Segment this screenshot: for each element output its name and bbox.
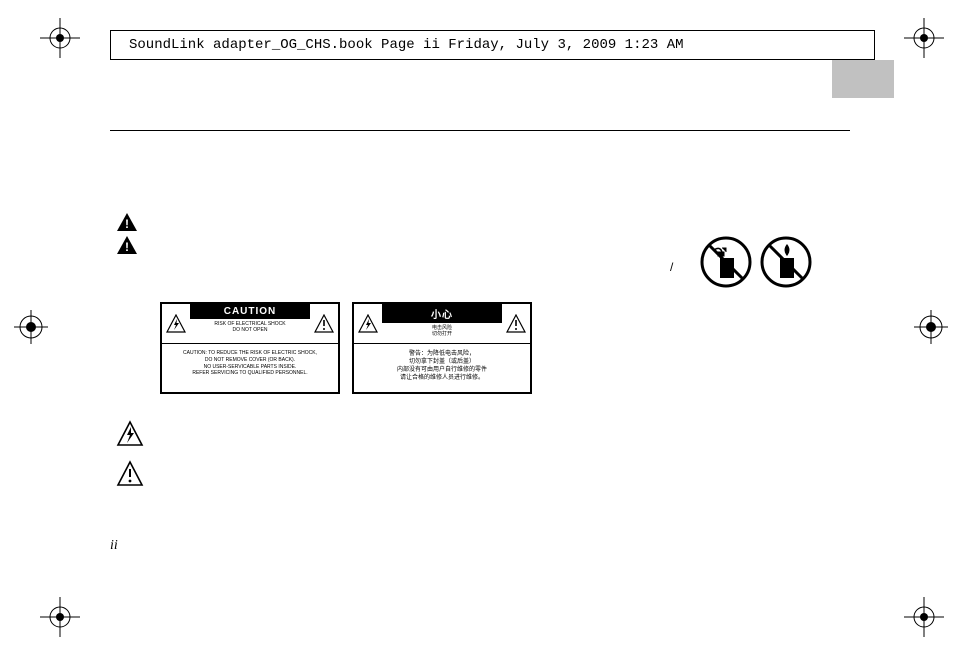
regmark-top-left (40, 18, 80, 58)
exclamation-triangle-icon (310, 304, 338, 343)
caution-zh-top2: 切勿打开 (382, 331, 502, 337)
crossmark-left (14, 310, 48, 344)
exclamation-triangle-icon (502, 304, 530, 343)
header-text: SoundLink adapter_OG_CHS.book Page ii Fr… (129, 37, 684, 53)
crossmark-right (914, 310, 948, 344)
caution-zh-body3: 内部没有可由用户自行维修的零件 (358, 366, 526, 374)
warning-triangle-icon: ! (116, 235, 138, 255)
page-number: ii (110, 538, 118, 554)
exclamation-triangle-icon (116, 460, 144, 488)
lightning-triangle-icon (354, 304, 382, 343)
caution-body3: NO USER-SERVICABLE PARTS INSIDE. (166, 364, 334, 371)
caution-top2: DO NOT OPEN (190, 327, 310, 333)
svg-text:!: ! (125, 240, 129, 254)
no-flame-icon (760, 236, 812, 288)
caution-body1: CAUTION: TO REDUCE THE RISK OF ELECTRIC … (166, 350, 334, 357)
lightning-triangle-icon (162, 304, 190, 343)
regmark-bottom-left (40, 597, 80, 637)
svg-text:!: ! (125, 217, 129, 231)
slash-text: / (670, 260, 673, 274)
caution-body2: DO NOT REMOVE COVER (OR BACK). (166, 357, 334, 364)
color-swatch (832, 60, 894, 98)
warning-triangle-icon: ! (116, 212, 138, 232)
caution-banner: CAUTION (190, 304, 310, 319)
header-box: SoundLink adapter_OG_CHS.book Page ii Fr… (110, 30, 875, 60)
divider-line (110, 130, 850, 131)
lightning-triangle-icon (116, 420, 144, 448)
caution-body4: REFER SERVICING TO QUALIFIED PERSONNEL. (166, 370, 334, 377)
regmark-top-right (904, 18, 944, 58)
caution-zh-body4: 请让合格的维修人员进行维修。 (358, 374, 526, 382)
caution-label-zh: 小心 电击风险 切勿打开 警告：为降低电击风险， 切勿拿下封盖（或后盖） 内部没… (352, 302, 532, 394)
caution-banner-zh: 小心 (382, 304, 502, 323)
caution-label-en: CAUTION RISK OF ELECTRICAL SHOCK DO NOT … (160, 302, 340, 394)
caution-zh-body2: 切勿拿下封盖（或后盖） (358, 358, 526, 366)
no-liquid-icon (700, 236, 752, 288)
caution-zh-body1: 警告：为降低电击风险， (358, 350, 526, 358)
regmark-bottom-right (904, 597, 944, 637)
